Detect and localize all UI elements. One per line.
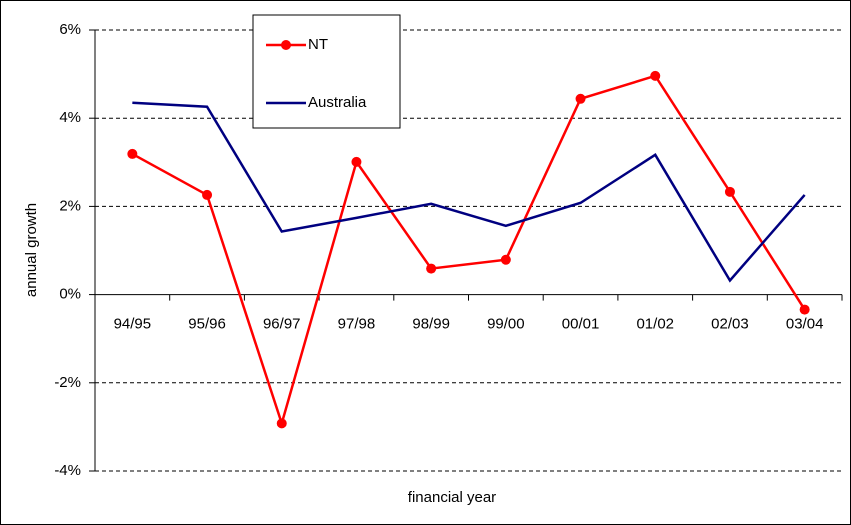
legend-label: Australia	[308, 94, 367, 111]
point	[575, 93, 586, 104]
point	[650, 70, 661, 81]
point	[202, 189, 213, 200]
legend-label: NT	[308, 36, 328, 53]
x-tick-label: 94/95	[114, 316, 152, 333]
x-tick-label: 01/02	[636, 316, 674, 333]
x-tick-label: 96/97	[263, 316, 301, 333]
y-tick-label: -4%	[54, 462, 81, 479]
y-tick-label: 0%	[59, 286, 81, 303]
series-line	[132, 101, 806, 283]
y-tick-label: 2%	[59, 197, 81, 214]
series-line	[131, 74, 806, 428]
x-axis-label: financial year	[408, 489, 496, 506]
y-tick-label: 4%	[59, 109, 81, 126]
y-tick-label: -2%	[54, 374, 81, 391]
point	[426, 263, 437, 274]
x-tick-label: 02/03	[711, 316, 749, 333]
legend-marker	[281, 40, 291, 50]
y-tick-label: 6%	[59, 21, 81, 38]
x-tick-label: 95/96	[188, 316, 226, 333]
x-tick-label: 97/98	[338, 316, 376, 333]
point	[127, 148, 138, 159]
point	[276, 418, 287, 429]
point	[799, 304, 810, 315]
x-tick-label: 03/04	[786, 316, 824, 333]
point	[351, 156, 362, 167]
point	[500, 254, 511, 265]
legend-box	[252, 14, 401, 129]
x-tick-label: 98/99	[412, 316, 450, 333]
point	[724, 186, 735, 197]
x-tick-label: 99/00	[487, 316, 525, 333]
y-axis-label: annual growth	[23, 203, 40, 297]
x-tick-label: 00/01	[562, 316, 600, 333]
